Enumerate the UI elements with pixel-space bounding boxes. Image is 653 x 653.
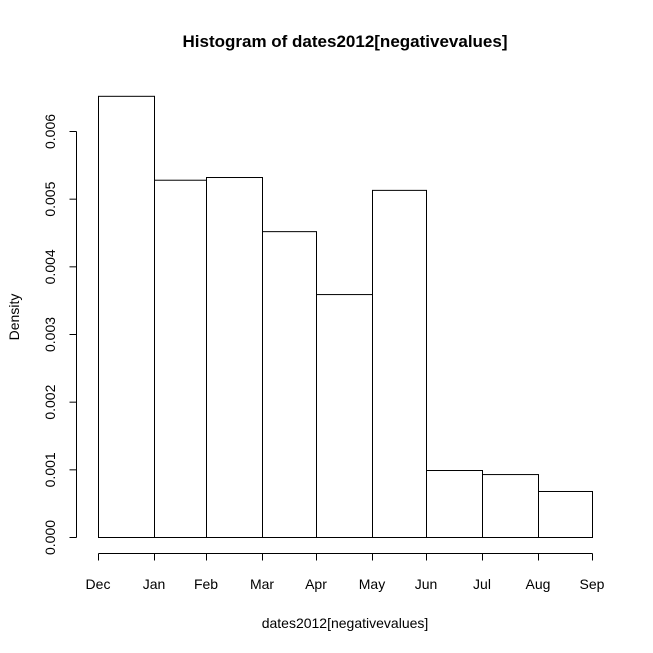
histogram-bar-jun — [426, 470, 483, 539]
histogram-bar-may — [372, 189, 427, 538]
y-tick-label: 0.004 — [42, 249, 58, 284]
x-tick-label: Dec — [86, 576, 111, 592]
y-tick-label: 0.001 — [42, 452, 58, 487]
chart-title: Histogram of dates2012[negativevalues] — [182, 32, 507, 51]
x-tick-label: Aug — [526, 576, 551, 592]
histogram-bar-apr — [316, 294, 373, 538]
bars-group — [98, 95, 593, 539]
y-tick-label: 0.006 — [42, 114, 58, 149]
histogram-bar-dec — [98, 95, 155, 539]
y-tick-label: 0.002 — [42, 384, 58, 419]
x-tick-label: Mar — [250, 576, 274, 592]
x-tick-label: Jan — [143, 576, 166, 592]
y-tick-label: 0.005 — [42, 181, 58, 216]
x-tick-label: Jun — [415, 576, 438, 592]
x-tick-label: Feb — [194, 576, 218, 592]
y-tick-label: 0.000 — [42, 520, 58, 555]
x-tick-label: Jul — [473, 576, 491, 592]
x-axis-label: dates2012[negativevalues] — [262, 615, 429, 631]
histogram-bar-aug — [538, 490, 593, 538]
histogram-bar-mar — [262, 231, 317, 538]
histogram-bar-jan — [154, 179, 207, 538]
x-axis: Dec Jan Feb Mar Apr May Jun Jul Aug Sep — [86, 553, 605, 592]
y-axis: 0.000 0.001 0.002 0.003 0.004 0.005 0.006 — [42, 114, 77, 555]
x-tick-label: Apr — [305, 576, 327, 592]
y-tick-label: 0.003 — [42, 317, 58, 352]
histogram-bar-jul — [482, 474, 539, 539]
y-axis-label: Density — [6, 294, 22, 341]
x-tick-label: Sep — [580, 576, 605, 592]
histogram-bar-feb — [206, 177, 263, 538]
x-tick-label: May — [359, 576, 385, 592]
